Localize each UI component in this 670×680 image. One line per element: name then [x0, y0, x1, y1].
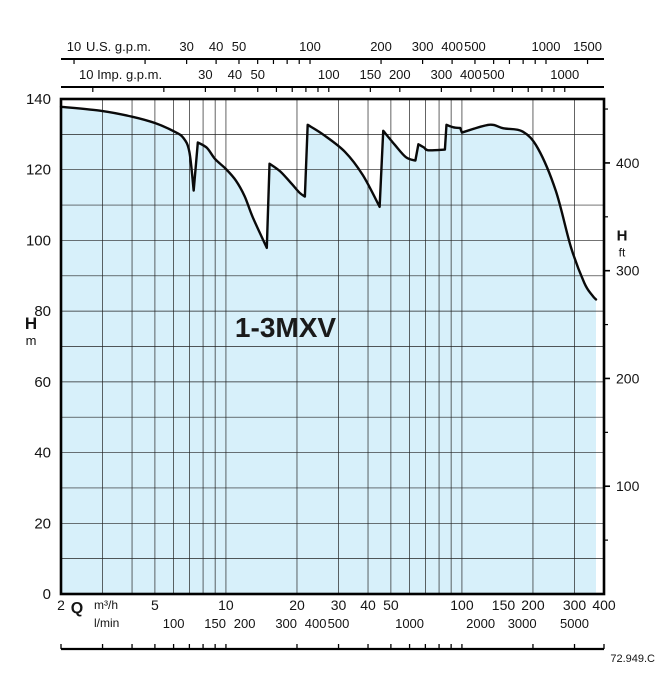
svg-text:300: 300: [412, 39, 434, 54]
svg-text:140: 140: [26, 91, 51, 108]
svg-text:1500: 1500: [573, 39, 602, 54]
svg-text:10: 10: [218, 597, 234, 613]
svg-text:120: 120: [26, 162, 51, 179]
svg-text:5: 5: [151, 597, 159, 613]
svg-text:400: 400: [616, 155, 640, 171]
svg-text:H: H: [25, 314, 37, 333]
svg-text:100: 100: [163, 616, 185, 631]
svg-text:1000: 1000: [395, 616, 424, 631]
svg-text:30: 30: [331, 597, 347, 613]
svg-text:300: 300: [431, 67, 453, 82]
svg-text:100: 100: [450, 597, 474, 613]
svg-text:300: 300: [275, 616, 297, 631]
svg-text:500: 500: [483, 67, 505, 82]
svg-text:300: 300: [563, 597, 587, 613]
svg-text:100: 100: [318, 67, 340, 82]
svg-text:200: 200: [370, 39, 392, 54]
svg-text:50: 50: [251, 67, 265, 82]
svg-text:2000: 2000: [466, 616, 495, 631]
svg-text:H: H: [617, 227, 628, 244]
svg-text:40: 40: [209, 39, 223, 54]
svg-text:500: 500: [464, 39, 486, 54]
svg-text:400: 400: [441, 39, 463, 54]
svg-text:2: 2: [57, 597, 65, 613]
svg-text:300: 300: [616, 263, 640, 279]
svg-text:100: 100: [26, 232, 51, 249]
svg-text:400: 400: [592, 597, 616, 613]
svg-text:Q: Q: [71, 600, 83, 617]
svg-text:200: 200: [616, 370, 640, 386]
svg-text:500: 500: [328, 616, 350, 631]
svg-text:0: 0: [43, 586, 51, 603]
svg-text:U.S. g.p.m.: U.S. g.p.m.: [86, 39, 151, 54]
svg-text:5000: 5000: [560, 616, 589, 631]
svg-text:200: 200: [521, 597, 545, 613]
svg-text:3000: 3000: [508, 616, 537, 631]
svg-text:150: 150: [492, 597, 516, 613]
svg-text:m: m: [26, 333, 37, 348]
svg-text:40: 40: [360, 597, 376, 613]
svg-text:150: 150: [204, 616, 226, 631]
svg-text:60: 60: [34, 374, 51, 391]
svg-text:10: 10: [67, 39, 81, 54]
svg-text:400: 400: [460, 67, 482, 82]
svg-text:400: 400: [305, 616, 327, 631]
svg-text:30: 30: [198, 67, 212, 82]
svg-text:150: 150: [359, 67, 381, 82]
svg-text:100: 100: [616, 478, 640, 494]
svg-text:l/min: l/min: [94, 616, 119, 630]
svg-text:1000: 1000: [532, 39, 561, 54]
svg-text:100: 100: [299, 39, 321, 54]
svg-text:200: 200: [234, 616, 256, 631]
svg-text:40: 40: [228, 67, 242, 82]
svg-text:50: 50: [232, 39, 246, 54]
svg-text:m³/h: m³/h: [94, 598, 118, 612]
svg-text:40: 40: [34, 445, 51, 462]
svg-text:72.949.C: 72.949.C: [610, 653, 655, 665]
svg-text:ft: ft: [619, 245, 626, 259]
svg-text:200: 200: [389, 67, 411, 82]
svg-text:20: 20: [289, 597, 305, 613]
svg-text:20: 20: [34, 515, 51, 532]
svg-text:50: 50: [383, 597, 399, 613]
svg-text:30: 30: [179, 39, 193, 54]
svg-text:1000: 1000: [550, 67, 579, 82]
svg-text:1-3MXV: 1-3MXV: [235, 312, 336, 343]
svg-text:10 Imp. g.p.m.: 10 Imp. g.p.m.: [79, 67, 162, 82]
